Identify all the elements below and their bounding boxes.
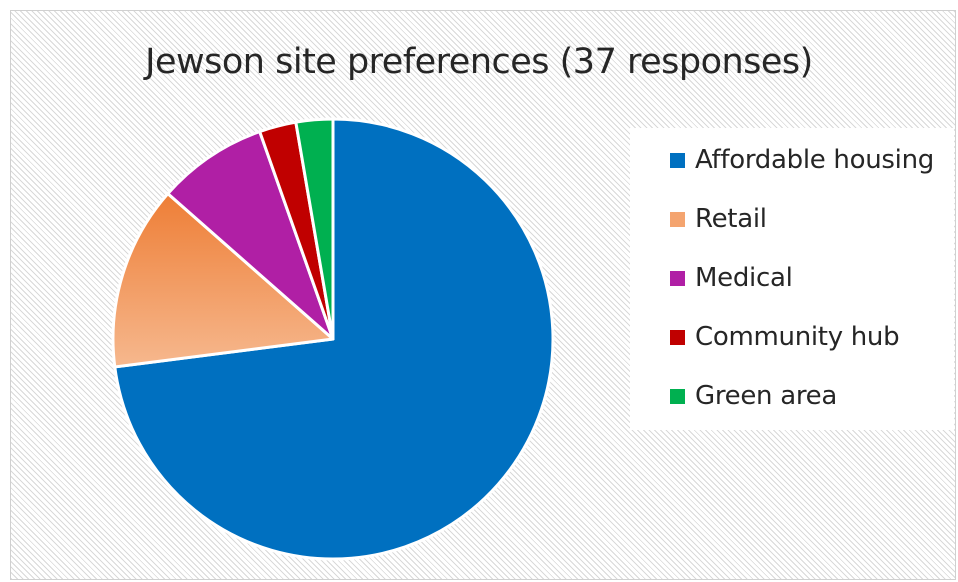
legend-item-affordable-housing: Affordable housing <box>670 140 934 180</box>
legend-swatch <box>670 388 685 404</box>
legend-swatch <box>670 270 685 286</box>
legend-item-green-area: Green area <box>670 376 837 416</box>
legend-label: Medical <box>695 263 793 293</box>
legend-item-community-hub: Community hub <box>670 317 900 357</box>
pie-slice-retail <box>111 192 335 369</box>
legend-label: Retail <box>695 204 767 234</box>
legend-item-retail: Retail <box>670 199 767 239</box>
legend-item-medical: Medical <box>670 258 793 298</box>
legend-label: Green area <box>695 381 837 411</box>
legend-label: Community hub <box>695 322 900 352</box>
legend-swatch <box>670 211 685 227</box>
chart-title: Jewson site preferences (37 responses) <box>145 42 813 82</box>
legend-label: Affordable housing <box>695 145 934 175</box>
pie-slice-medical <box>166 130 335 341</box>
pie-slice-green-area <box>294 117 335 341</box>
legend-swatch <box>670 329 685 345</box>
legend-swatch <box>670 152 685 168</box>
legend: Affordable housing Retail Medical Commun… <box>630 128 954 430</box>
